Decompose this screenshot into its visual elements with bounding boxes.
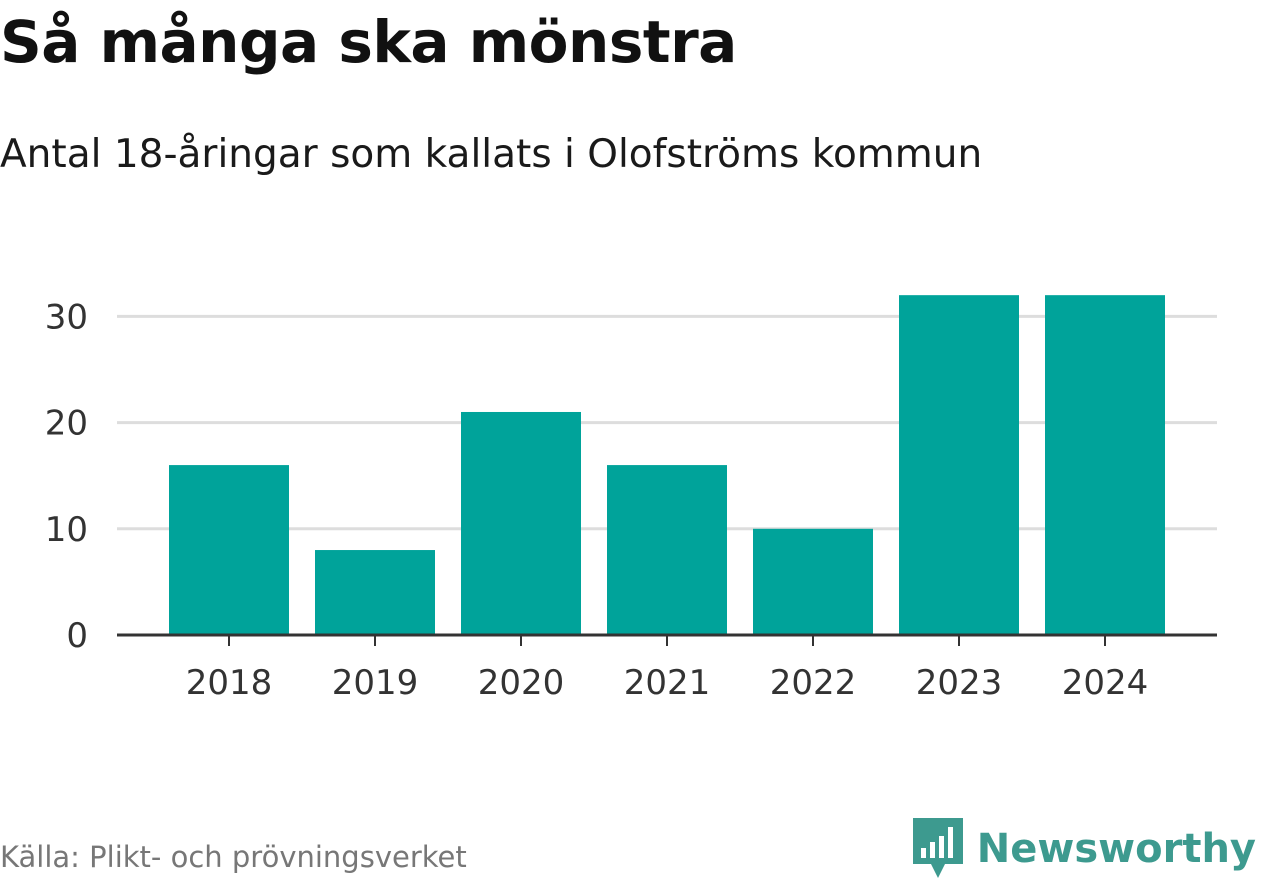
x-tick-label-2024: 2024 <box>1062 663 1149 703</box>
x-tick-label-2020: 2020 <box>478 663 565 703</box>
bars <box>169 295 1165 635</box>
y-tick-label-30: 30 <box>45 297 88 337</box>
bar-2022 <box>753 528 873 635</box>
x-tick-label-2021: 2021 <box>624 663 711 703</box>
brand-logo: Newsworthy <box>912 818 1256 880</box>
chart-subtitle: Antal 18-åringar som kallats i Olofström… <box>0 132 983 177</box>
bar-2019 <box>315 550 435 635</box>
x-tick-label-2018: 2018 <box>186 663 273 703</box>
x-tick-label-2023: 2023 <box>916 663 1003 703</box>
bar-2021 <box>607 465 727 635</box>
bar-2020 <box>461 411 581 635</box>
source-note: Källa: Plikt- och prövningsverket <box>0 840 467 874</box>
bar-2018 <box>169 465 289 635</box>
tick-labels: 0 10 20 30 2018 2019 2020 2021 2022 2023 2024 <box>45 297 1149 703</box>
x-tick-label-2022: 2022 <box>770 663 857 703</box>
axes <box>117 633 1217 646</box>
brand-name: Newsworthy <box>976 826 1256 872</box>
y-tick-label-0: 0 <box>66 616 88 656</box>
y-tick-label-10: 10 <box>45 510 88 550</box>
newsworthy-logo-icon <box>912 818 963 878</box>
x-tick-label-2019: 2019 <box>332 663 419 703</box>
bar-2024 <box>1045 295 1165 635</box>
y-tick-label-20: 20 <box>45 404 88 444</box>
bar-2023 <box>899 295 1019 635</box>
chart-title: Så många ska mönstra <box>0 8 737 76</box>
